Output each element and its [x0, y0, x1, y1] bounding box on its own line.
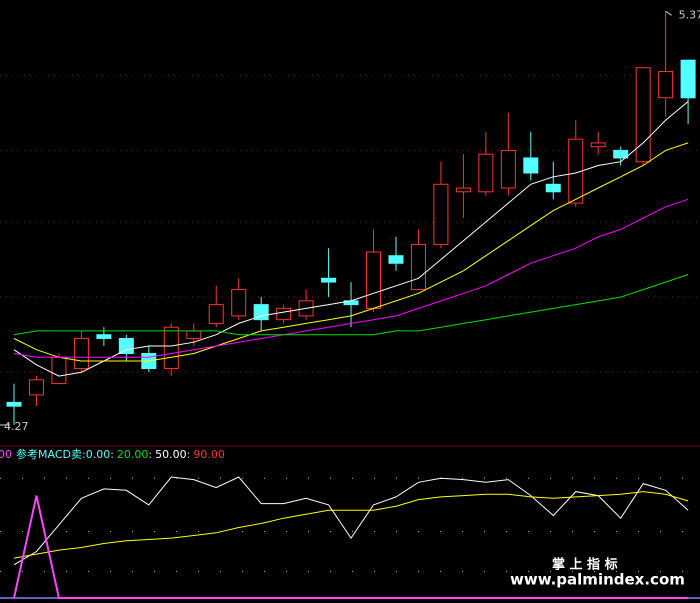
candle-body: [590, 142, 606, 148]
candle-body: [500, 149, 516, 189]
separator: :: [148, 448, 152, 461]
separator: :: [110, 448, 114, 461]
separator: :: [82, 448, 86, 461]
candle-body: [118, 337, 134, 355]
separator: :: [187, 448, 191, 461]
candle-body: [6, 401, 22, 407]
level-label: 0.00: [86, 448, 111, 461]
moving-average-line: [13, 142, 689, 362]
level-label: 20.00: [117, 448, 149, 461]
candle-body: [51, 356, 67, 385]
low-label: 4.27: [4, 420, 29, 433]
candle-body: [276, 307, 292, 321]
panel-header: 00 参考MACD卖:0.00: 20.00: 50.00: 90.00: [0, 447, 225, 461]
candle-body: [208, 304, 224, 324]
moving-average-line: [13, 101, 689, 377]
high-label: 5.37: [679, 8, 700, 21]
candle-body: [523, 157, 539, 174]
candle-body: [321, 277, 337, 283]
moving-average-line: [13, 274, 689, 336]
candle-body: [433, 183, 449, 245]
candle-body: [231, 289, 247, 317]
indicator-line: [13, 476, 689, 566]
moving-average-line: [13, 198, 689, 358]
candle-body: [28, 379, 44, 396]
candle-body: [680, 59, 696, 99]
candle-body: [455, 187, 471, 193]
indicator-line: [13, 495, 689, 599]
candle-body: [545, 183, 561, 193]
high-pointer: [665, 10, 672, 16]
candle-body: [478, 153, 494, 193]
cut-label: 00: [0, 448, 12, 461]
level-label: 90.00: [193, 448, 225, 461]
level-label: 50.00: [155, 448, 187, 461]
candle-body: [658, 70, 674, 99]
candle-body: [613, 149, 629, 159]
candle-body: [253, 304, 269, 321]
candle-body: [96, 334, 112, 339]
watermark-title: 掌 上 指 标: [552, 557, 618, 573]
indicator-line: [13, 491, 689, 559]
watermark-url: www.palmindex.com: [510, 571, 685, 589]
candle-body: [186, 330, 202, 339]
candle-body: [388, 255, 404, 264]
panel-title: 参考MACD卖: [16, 447, 82, 461]
candle-body: [366, 251, 382, 309]
candle-body: [410, 243, 426, 291]
candle-body: [635, 67, 651, 163]
candle-body: [163, 326, 179, 370]
candle-body: [73, 337, 89, 370]
